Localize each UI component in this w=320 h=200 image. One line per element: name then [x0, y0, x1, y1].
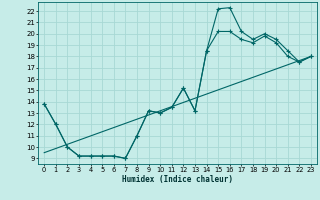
X-axis label: Humidex (Indice chaleur): Humidex (Indice chaleur)	[122, 175, 233, 184]
